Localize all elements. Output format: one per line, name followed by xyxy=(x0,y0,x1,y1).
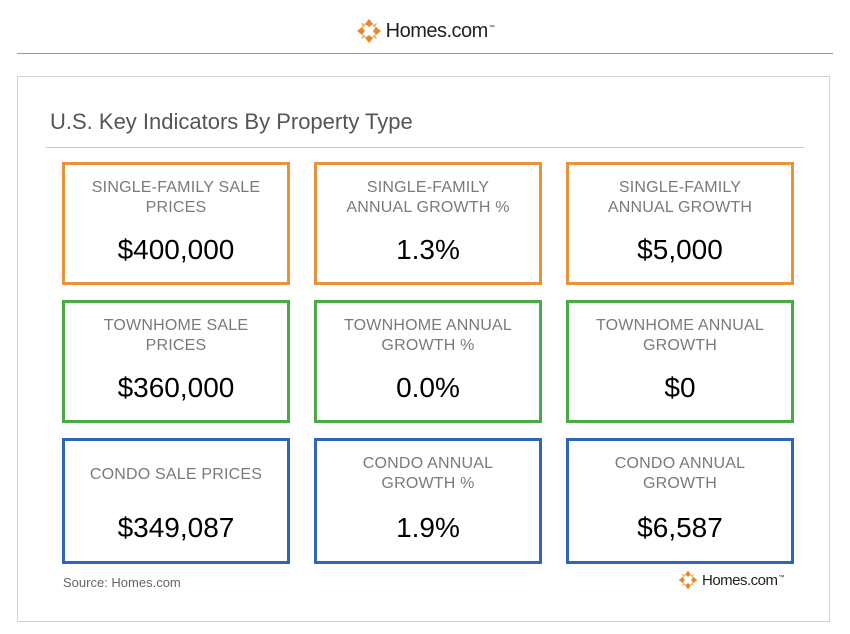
header-logo[interactable]: Homes.com™ xyxy=(0,14,850,48)
card-label: CONDO ANNUAL GROWTH xyxy=(614,455,746,492)
homes-logo: Homes.com™ xyxy=(678,570,784,590)
card-value: 0.0% xyxy=(396,372,460,403)
card-condo-sale-prices: CONDO SALE PRICES $349,087 xyxy=(62,438,290,564)
homes-logo-text: Homes.com™ xyxy=(702,571,785,589)
card-condo-annual-growth: CONDO ANNUAL GROWTH $6,587 xyxy=(566,438,794,564)
card-label: TOWNHOME ANNUAL GROWTH % xyxy=(343,317,513,354)
homes-logo-icon xyxy=(356,19,381,43)
panel-title: U.S. Key Indicators By Property Type xyxy=(50,109,413,134)
card-value: $360,000 xyxy=(117,372,235,403)
card-value: 1.3% xyxy=(396,234,460,265)
card-label: CONDO SALE PRICES xyxy=(89,466,263,483)
indicators-panel: U.S. Key Indicators By Property Type xyxy=(17,76,830,622)
title-divider xyxy=(46,147,804,148)
card-label: TOWNHOME SALE PRICES xyxy=(103,317,249,354)
card-value: $400,000 xyxy=(117,234,235,265)
card-label: SINGLE-FAMILY SALE PRICES xyxy=(91,179,261,216)
card-value: $6,587 xyxy=(637,512,723,543)
source-note: Source: Homes.com xyxy=(63,575,181,590)
card-single-family-annual-growth: SINGLE-FAMILY ANNUAL GROWTH $5,000 xyxy=(566,162,794,285)
card-townhome-annual-growth-pct: TOWNHOME ANNUAL GROWTH % 0.0% xyxy=(314,300,542,423)
card-label: CONDO ANNUAL GROWTH % xyxy=(362,455,494,492)
card-townhome-sale-prices: TOWNHOME SALE PRICES $360,000 xyxy=(62,300,290,423)
footer-logo: Homes.com™ xyxy=(678,570,784,590)
card-condo-annual-growth-pct: CONDO ANNUAL GROWTH % 1.9% xyxy=(314,438,542,564)
card-label: SINGLE-FAMILY ANNUAL GROWTH % xyxy=(346,179,510,216)
card-single-family-annual-growth-pct: SINGLE-FAMILY ANNUAL GROWTH % 1.3% xyxy=(314,162,542,285)
homes-logo-text: Homes.com™ xyxy=(385,19,495,42)
card-value: $5,000 xyxy=(637,234,723,265)
card-value: 1.9% xyxy=(396,512,460,543)
card-value: $349,087 xyxy=(117,512,235,543)
homes-logo-icon xyxy=(678,570,698,590)
card-label: TOWNHOME ANNUAL GROWTH xyxy=(595,317,765,354)
card-label: SINGLE-FAMILY ANNUAL GROWTH xyxy=(607,179,753,216)
card-single-family-sale-prices: SINGLE-FAMILY SALE PRICES $400,000 xyxy=(62,162,290,285)
homes-logo: Homes.com™ xyxy=(356,18,495,44)
header-divider xyxy=(17,53,833,54)
card-townhome-annual-growth: TOWNHOME ANNUAL GROWTH $0 xyxy=(566,300,794,423)
card-value: $0 xyxy=(664,372,696,403)
